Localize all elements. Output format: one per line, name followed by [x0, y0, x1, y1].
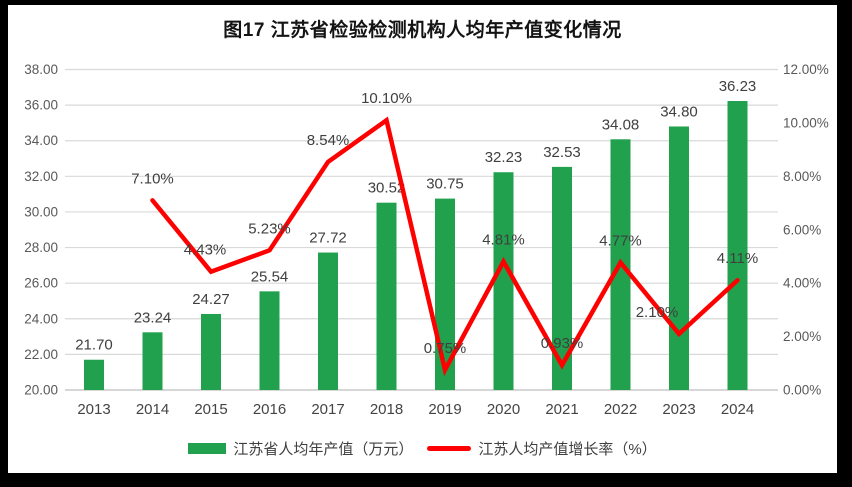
- svg-text:2022: 2022: [604, 401, 637, 418]
- svg-text:2.00%: 2.00%: [783, 329, 821, 344]
- bar-series-swatch: [188, 442, 227, 454]
- svg-text:34.00: 34.00: [24, 133, 58, 148]
- svg-text:25.54: 25.54: [251, 268, 289, 285]
- svg-text:0.93%: 0.93%: [541, 335, 584, 352]
- svg-text:0.00%: 0.00%: [783, 383, 821, 398]
- svg-text:2018: 2018: [370, 401, 403, 418]
- svg-text:2014: 2014: [136, 401, 169, 418]
- svg-text:30.75: 30.75: [426, 176, 464, 193]
- line-series-swatch: [427, 445, 472, 451]
- svg-text:32.00: 32.00: [24, 169, 58, 184]
- svg-text:4.81%: 4.81%: [482, 232, 525, 249]
- svg-text:2015: 2015: [194, 401, 227, 418]
- svg-text:10.00%: 10.00%: [783, 115, 829, 130]
- svg-text:0.75%: 0.75%: [424, 340, 467, 357]
- svg-text:34.08: 34.08: [602, 116, 640, 133]
- svg-text:2024: 2024: [721, 401, 754, 418]
- svg-text:34.80: 34.80: [660, 103, 698, 120]
- svg-text:23.24: 23.24: [134, 309, 172, 326]
- svg-text:4.77%: 4.77%: [599, 233, 642, 250]
- svg-text:32.53: 32.53: [543, 144, 581, 161]
- svg-text:30.52: 30.52: [368, 180, 406, 197]
- svg-text:30.00: 30.00: [24, 204, 58, 219]
- svg-text:2.10%: 2.10%: [636, 304, 679, 321]
- svg-text:24.27: 24.27: [192, 291, 230, 308]
- svg-text:7.10%: 7.10%: [131, 170, 174, 187]
- chart-title: 图17 江苏省检验检测机构人均年产值变化情况: [223, 20, 622, 41]
- svg-text:8.54%: 8.54%: [307, 132, 350, 149]
- svg-text:28.00: 28.00: [24, 240, 58, 255]
- svg-text:20.00: 20.00: [24, 383, 58, 398]
- line-series-label: 江苏人均产值增长率（%）: [478, 440, 657, 458]
- svg-text:2020: 2020: [487, 401, 520, 418]
- svg-text:22.00: 22.00: [24, 347, 58, 362]
- bar-series-label: 江苏省人均年产值（万元）: [233, 440, 414, 458]
- svg-text:4.43%: 4.43%: [184, 242, 227, 259]
- svg-text:2023: 2023: [662, 401, 695, 418]
- svg-text:12.00%: 12.00%: [783, 62, 829, 77]
- svg-text:24.00: 24.00: [24, 311, 58, 326]
- svg-text:2013: 2013: [77, 401, 110, 418]
- svg-text:27.72: 27.72: [309, 230, 347, 247]
- svg-text:36.00: 36.00: [24, 98, 58, 113]
- svg-text:10.10%: 10.10%: [361, 90, 412, 107]
- svg-text:38.00: 38.00: [24, 62, 58, 77]
- chart-legend: 江苏省人均年产值（万元） 江苏人均产值增长率（%）: [8, 438, 837, 458]
- svg-text:4.11%: 4.11%: [717, 250, 758, 267]
- svg-text:32.23: 32.23: [485, 149, 523, 166]
- svg-text:21.70: 21.70: [75, 337, 113, 354]
- svg-text:26.00: 26.00: [24, 276, 58, 291]
- svg-text:6.00%: 6.00%: [783, 222, 821, 237]
- legend-item-bar-series: 江苏省人均年产值（万元）: [188, 438, 413, 459]
- svg-text:2021: 2021: [545, 401, 578, 418]
- chart-panel: [8, 5, 837, 473]
- svg-text:36.23: 36.23: [719, 78, 757, 95]
- svg-text:2019: 2019: [428, 401, 461, 418]
- svg-text:2017: 2017: [311, 401, 344, 418]
- svg-text:8.00%: 8.00%: [783, 169, 821, 184]
- legend-item-line-series: 江苏人均产值增长率（%）: [427, 438, 657, 459]
- svg-text:2016: 2016: [253, 401, 286, 418]
- svg-text:4.00%: 4.00%: [783, 276, 821, 291]
- svg-text:5.23%: 5.23%: [248, 220, 291, 237]
